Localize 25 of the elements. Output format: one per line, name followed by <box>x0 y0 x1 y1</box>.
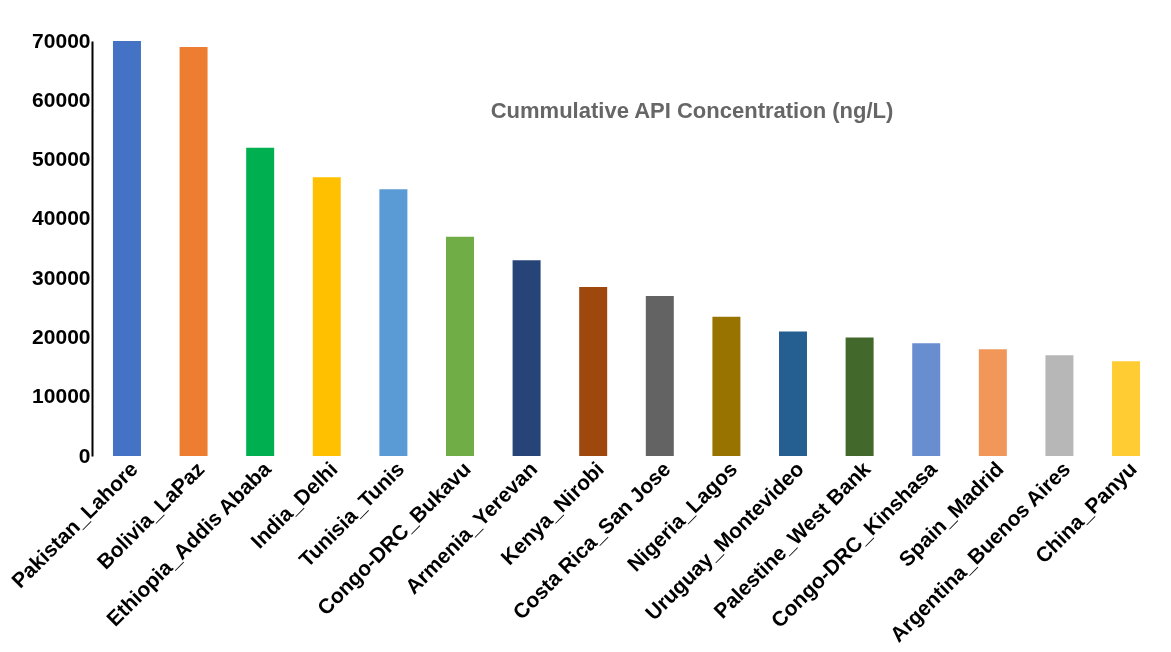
bar <box>112 41 141 456</box>
bar <box>179 46 208 456</box>
bar <box>912 343 941 456</box>
bar <box>379 189 408 456</box>
y-tick-label: 50000 <box>32 147 91 171</box>
bar <box>312 177 341 456</box>
bar <box>445 236 474 456</box>
bar <box>978 349 1007 456</box>
bar <box>512 260 541 456</box>
text: Cummulative API Concentration (ng/L) <box>490 98 894 123</box>
y-tick-label: 60000 <box>32 87 91 111</box>
bar <box>712 316 741 456</box>
bar <box>1045 355 1074 456</box>
y-tick-label: 40000 <box>32 206 91 230</box>
bar <box>845 337 874 456</box>
bar <box>579 287 608 456</box>
bar <box>1112 361 1141 456</box>
y-tick-label: 10000 <box>32 384 91 408</box>
y-tick-label: 30000 <box>32 265 91 289</box>
bar <box>246 147 275 456</box>
y-tick-label: 70000 <box>32 28 91 52</box>
bar <box>645 295 674 456</box>
y-tick-label: 20000 <box>32 324 91 348</box>
y-tick-label: 0 <box>78 443 91 467</box>
bar <box>779 331 808 456</box>
